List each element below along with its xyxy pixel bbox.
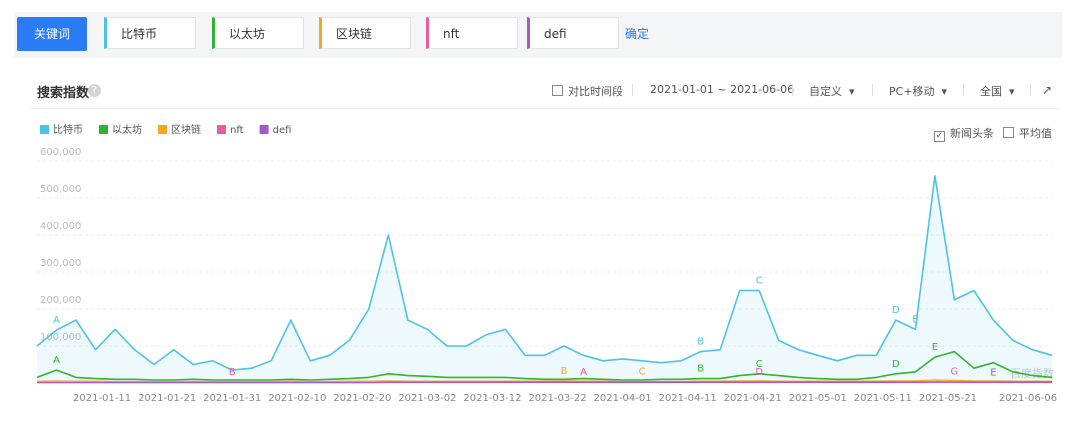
line: [36, 379, 1052, 383]
annotation: E: [990, 367, 996, 378]
export-icon[interactable]: ↗: [1042, 83, 1053, 97]
average-label: 平均值: [1019, 127, 1052, 140]
x-tick-label: 2021-04-11: [659, 393, 717, 404]
legend-label: defi: [273, 125, 292, 136]
x-tick-label: 2021-03-22: [528, 393, 586, 404]
annotation: B: [561, 366, 568, 377]
x-tick-label: 2021-05-01: [789, 393, 847, 404]
y-tick-label: 500,000: [40, 184, 81, 195]
line: [36, 175, 1053, 371]
x-tick-label: 2021-03-02: [398, 393, 456, 404]
x-tick-label: 2021-01-31: [203, 393, 261, 404]
x-tick-label: 2021-06-06: [999, 393, 1057, 404]
divider: [30, 108, 1060, 109]
legend-swatch: [217, 125, 226, 134]
annotation: C: [756, 359, 763, 370]
y-tick-label: 300,000: [40, 258, 81, 269]
annotation: A: [580, 367, 587, 378]
annotation: A: [53, 315, 60, 326]
checkbox[interactable]: [552, 85, 563, 96]
annotation: C: [756, 276, 763, 287]
legend-label: 比特币: [53, 124, 83, 136]
legend-label: 区块链: [171, 123, 201, 136]
x-tick-label: 2021-02-20: [333, 393, 391, 404]
legend-swatch: [99, 125, 108, 134]
x-tick-label: 2021-04-01: [594, 393, 652, 404]
y-tick-label: 200,000: [40, 295, 81, 306]
news-toggle[interactable]: ✓ 新闻头条: [934, 125, 994, 142]
x-tick-label: 2021-01-11: [73, 393, 131, 404]
date-range[interactable]: 2021-01-01 ~ 2021-06-06: [650, 83, 795, 96]
keyword-input[interactable]: nft: [426, 17, 518, 49]
device-label: PC+移动: [889, 85, 935, 98]
annotation: A: [53, 355, 60, 366]
help-icon[interactable]: ?: [88, 84, 101, 97]
separator: [872, 84, 873, 96]
y-tick-label: 600,000: [40, 147, 81, 158]
annotation: E: [932, 342, 938, 353]
keyword-input[interactable]: 比特币: [104, 17, 196, 49]
device-select[interactable]: PC+移动 ▾: [889, 85, 948, 98]
annotation: B: [697, 337, 704, 348]
annotation: D: [892, 359, 900, 370]
news-label: 新闻头条: [950, 127, 994, 140]
x-tick-label: 2021-03-12: [463, 393, 521, 404]
custom-select[interactable]: 自定义 ▾: [809, 85, 855, 98]
average-toggle[interactable]: 平均值: [1003, 125, 1052, 141]
legend-label: nft: [230, 125, 244, 136]
x-tick-label: 2021-02-10: [268, 393, 326, 404]
annotation: G: [951, 367, 959, 378]
keyword-input[interactable]: defi: [527, 17, 619, 49]
custom-label: 自定义: [809, 85, 842, 98]
annotation: B: [697, 364, 704, 375]
separator: [632, 84, 633, 96]
annotation: B: [229, 367, 236, 378]
annotation: C: [639, 367, 646, 378]
legend-swatch: [259, 125, 269, 134]
x-tick-label: 2021-05-11: [854, 393, 912, 404]
y-tick-label: 100,000: [40, 332, 81, 343]
confirm-link[interactable]: 确定: [625, 27, 650, 41]
legend-swatch: [40, 125, 49, 134]
x-tick-label: 2021-04-21: [724, 393, 782, 404]
checkbox[interactable]: [1003, 127, 1014, 138]
annotation: E: [912, 314, 918, 325]
keyword-input[interactable]: 以太坊: [212, 17, 304, 49]
separator: [1030, 84, 1031, 96]
keyword-button[interactable]: 关键词: [17, 17, 87, 51]
x-tick-label: 2021-05-21: [919, 393, 977, 404]
compare-label: 对比时间段: [568, 85, 623, 98]
y-tick-label: 400,000: [40, 221, 81, 232]
checkbox[interactable]: ✓: [934, 131, 945, 142]
keyword-input[interactable]: 区块链: [319, 17, 411, 49]
region-label: 全国: [980, 85, 1002, 98]
line: [36, 350, 1053, 381]
x-tick-label: 2021-01-21: [138, 393, 196, 404]
legend-swatch: [158, 125, 167, 134]
chart: 百度指数 比特币 以太坊 区块链 nft defi100,000200,000300,0…: [36, 123, 1057, 404]
annotation: D: [755, 367, 763, 378]
area: [37, 175, 1052, 383]
compare-toggle[interactable]: 对比时间段: [552, 83, 623, 99]
annotation: D: [892, 305, 900, 316]
separator: [963, 84, 964, 96]
separator: [792, 84, 793, 96]
legend-label: 以太坊: [112, 123, 142, 136]
region-select[interactable]: 全国 ▾: [980, 85, 1015, 98]
panel-title: 搜索指数: [37, 86, 90, 101]
